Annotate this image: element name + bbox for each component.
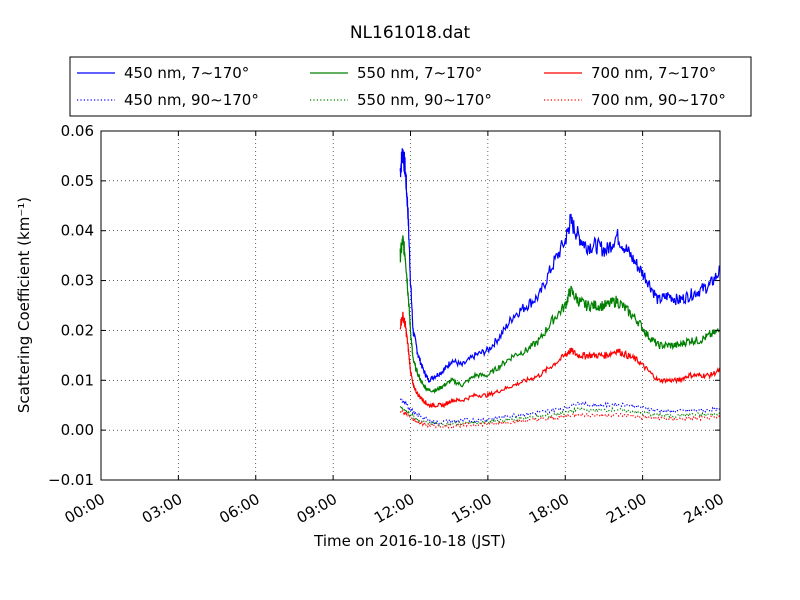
legend: 450 nm, 7∼170° 550 nm, 7∼170° 700 nm, 7∼17… <box>69 56 752 117</box>
series-line <box>399 148 720 383</box>
y-tick-label: −0.01 <box>48 471 94 489</box>
y-tick-label: 0.00 <box>61 421 94 439</box>
y-tick-label: 0.03 <box>61 272 94 290</box>
x-axis-label: Time on 2016-10-18 (JST) <box>313 532 506 550</box>
y-tick-label: 0.06 <box>61 122 94 140</box>
legend-label: 450 nm, 7∼170° <box>124 64 249 82</box>
y-tick-label: 0.02 <box>61 321 94 339</box>
chart-title: NL161018.dat <box>350 23 471 43</box>
series-line <box>399 235 720 394</box>
legend-label: 700 nm, 7∼170° <box>591 64 716 82</box>
legend-label: 450 nm, 90∼170° <box>124 91 259 109</box>
legend-label: 700 nm, 90∼170° <box>591 91 726 109</box>
series-layer <box>399 148 720 429</box>
series-line <box>399 409 720 429</box>
y-tick-label: 0.05 <box>61 172 94 190</box>
legend-label: 550 nm, 7∼170° <box>357 64 482 82</box>
series-line <box>399 311 720 409</box>
series-line <box>399 398 720 426</box>
legend-box <box>69 56 752 117</box>
y-tick-label: 0.01 <box>61 371 94 389</box>
y-axis-label: Scattering Coefficient (km⁻¹) <box>15 197 33 413</box>
series-line <box>399 404 720 427</box>
legend-label: 550 nm, 90∼170° <box>357 91 492 109</box>
y-tick-label: 0.04 <box>61 222 94 240</box>
